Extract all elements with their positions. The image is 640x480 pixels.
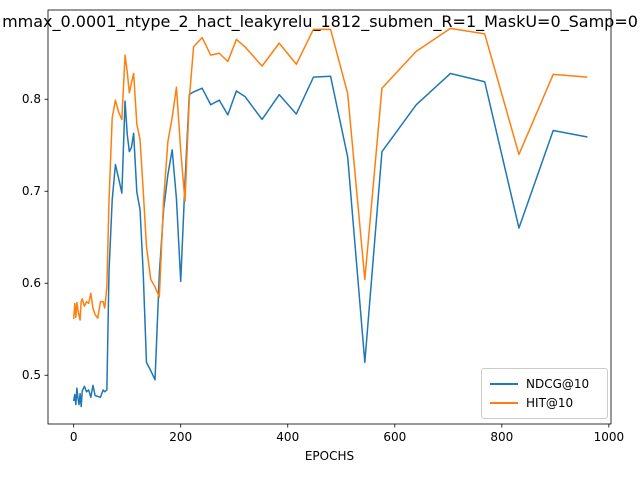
- series-line-ndcg: [72, 72, 588, 408]
- x-tick-label: 0: [70, 430, 78, 444]
- y-tick-label: 0.5: [22, 368, 41, 382]
- legend-swatch-ndcg: [490, 383, 518, 385]
- legend-label-ndcg: NDCG@10: [526, 377, 590, 391]
- legend-item-hit: HIT@10: [490, 395, 573, 411]
- x-tick-label: 1000: [594, 430, 625, 444]
- x-tick-label: 200: [169, 430, 192, 444]
- legend: NDCG@10 HIT@10: [481, 368, 608, 419]
- y-tick-label: 0.7: [22, 184, 41, 198]
- legend-swatch-hit: [490, 402, 518, 404]
- chart-title: mmax_0.0001_ntype_2_hact_leakyrelu_1812_…: [2, 12, 638, 31]
- y-tick-label: 0.8: [22, 92, 41, 106]
- x-axis-label: EPOCHS: [304, 449, 355, 463]
- plot-frame: [47, 9, 612, 425]
- x-tick-label: 400: [276, 430, 299, 444]
- x-tick-label: 600: [383, 430, 406, 444]
- series-line-hit: [72, 27, 588, 321]
- x-tick-label: 800: [490, 430, 513, 444]
- y-tick-label: 0.6: [22, 276, 41, 290]
- legend-label-hit: HIT@10: [526, 396, 574, 410]
- legend-item-ndcg: NDCG@10: [490, 376, 589, 392]
